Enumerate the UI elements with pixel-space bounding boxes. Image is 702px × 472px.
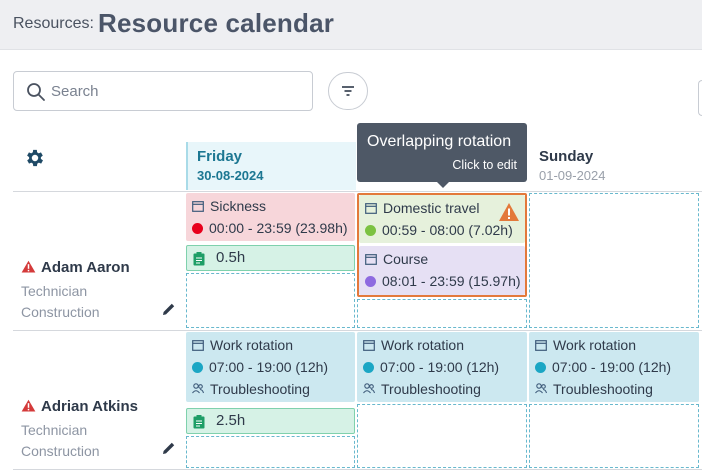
calendar-icon bbox=[192, 340, 204, 351]
overlap-tooltip: Overlapping rotation Click to edit bbox=[357, 123, 527, 188]
breadcrumb[interactable]: Resources: bbox=[13, 15, 94, 32]
day-header-friday[interactable]: Friday 30-08-2024 bbox=[186, 142, 356, 190]
empty-slot[interactable] bbox=[529, 404, 699, 468]
status-dot bbox=[192, 223, 203, 234]
event-course[interactable]: Course 08:01 - 23:59 (15.97h) bbox=[359, 246, 525, 295]
event-time: 08:01 - 23:59 (15.97h) bbox=[365, 273, 521, 289]
day-date: 30-08-2024 bbox=[197, 168, 264, 183]
tooltip-arrow bbox=[437, 182, 449, 188]
warning-icon bbox=[499, 203, 519, 221]
event-group: Troubleshooting bbox=[535, 381, 653, 397]
overlap-highlight[interactable] bbox=[357, 193, 527, 297]
event-title: Work rotation bbox=[535, 337, 636, 353]
event-title: Work rotation bbox=[192, 337, 293, 353]
warning-icon bbox=[21, 399, 36, 412]
day-date: 01-09-2024 bbox=[539, 168, 606, 183]
row-divider bbox=[13, 191, 702, 192]
filter-button[interactable] bbox=[328, 72, 368, 110]
event-work-rotation[interactable]: Work rotation 07:00 - 19:00 (12h) Troubl… bbox=[529, 332, 699, 402]
clipboard-icon bbox=[193, 415, 205, 429]
event-time: 00:59 - 08:00 (7.02h) bbox=[365, 222, 513, 238]
event-title: Domestic travel bbox=[365, 200, 479, 216]
resource-name-text: Adrian Atkins bbox=[41, 398, 138, 415]
edit-pencil-icon[interactable] bbox=[162, 441, 176, 455]
empty-slot[interactable] bbox=[357, 299, 527, 328]
edit-pencil-icon[interactable] bbox=[162, 302, 176, 316]
toolbar-control-partial[interactable] bbox=[698, 80, 702, 116]
day-name: Friday bbox=[197, 148, 243, 165]
event-time: 07:00 - 19:00 (12h) bbox=[363, 359, 499, 375]
status-dot bbox=[535, 362, 546, 373]
resource-name: Adrian Atkins bbox=[21, 398, 138, 415]
calendar-icon bbox=[365, 203, 377, 214]
empty-slot[interactable] bbox=[357, 404, 527, 468]
hours-value: 2.5h bbox=[216, 412, 246, 429]
event-title: Sickness bbox=[192, 198, 266, 214]
calendar-icon bbox=[365, 254, 377, 265]
event-sickness[interactable]: Sickness 00:00 - 23:59 (23.98h) bbox=[186, 193, 355, 241]
day-name: Sunday bbox=[539, 148, 594, 165]
event-work-rotation[interactable]: Work rotation 07:00 - 19:00 (12h) Troubl… bbox=[186, 332, 355, 402]
event-time: 07:00 - 19:00 (12h) bbox=[535, 359, 671, 375]
empty-slot[interactable] bbox=[186, 436, 355, 468]
group-icon bbox=[363, 383, 375, 394]
filter-icon bbox=[342, 86, 354, 96]
event-group: Troubleshooting bbox=[192, 381, 310, 397]
gear-icon[interactable] bbox=[24, 147, 46, 169]
tooltip-hint: Click to edit bbox=[452, 158, 517, 172]
resource-department: Construction bbox=[21, 443, 100, 459]
group-icon bbox=[535, 383, 547, 394]
empty-slot[interactable] bbox=[529, 193, 699, 328]
event-title: Course bbox=[365, 251, 428, 267]
page-header: Resources: Resource calendar bbox=[0, 0, 702, 50]
event-time: 00:00 - 23:59 (23.98h) bbox=[192, 220, 348, 236]
row-divider bbox=[13, 330, 702, 331]
search-placeholder: Search bbox=[51, 83, 99, 100]
hours-badge[interactable]: 2.5h bbox=[186, 408, 355, 434]
calendar-icon bbox=[192, 201, 204, 212]
clipboard-icon bbox=[193, 252, 205, 266]
row-divider bbox=[13, 469, 702, 470]
page-title: Resource calendar bbox=[98, 8, 335, 38]
event-group: Troubleshooting bbox=[363, 381, 481, 397]
status-dot bbox=[192, 362, 203, 373]
status-dot bbox=[365, 225, 376, 236]
calendar-icon bbox=[363, 340, 375, 351]
resource-name: Adam Aaron bbox=[21, 259, 130, 276]
status-dot bbox=[365, 276, 376, 287]
empty-slot[interactable] bbox=[186, 273, 355, 328]
group-icon bbox=[192, 383, 204, 394]
resource-role: Technician bbox=[21, 283, 88, 299]
day-header-sunday[interactable]: Sunday 01-09-2024 bbox=[530, 142, 700, 190]
search-icon bbox=[27, 83, 45, 101]
hours-value: 0.5h bbox=[216, 249, 246, 266]
tooltip-title: Overlapping rotation bbox=[367, 133, 512, 150]
resource-department: Construction bbox=[21, 304, 100, 320]
event-time: 07:00 - 19:00 (12h) bbox=[192, 359, 328, 375]
event-domestic-travel[interactable]: Domestic travel 00:59 - 08:00 (7.02h) bbox=[359, 195, 525, 243]
warning-icon bbox=[21, 260, 36, 273]
event-work-rotation[interactable]: Work rotation 07:00 - 19:00 (12h) Troubl… bbox=[357, 332, 527, 402]
search-input[interactable]: Search bbox=[13, 71, 313, 111]
status-dot bbox=[363, 362, 374, 373]
resource-name-text: Adam Aaron bbox=[41, 259, 130, 276]
calendar-icon bbox=[535, 340, 547, 351]
resource-role: Technician bbox=[21, 422, 88, 438]
hours-badge[interactable]: 0.5h bbox=[186, 245, 355, 271]
event-title: Work rotation bbox=[363, 337, 464, 353]
